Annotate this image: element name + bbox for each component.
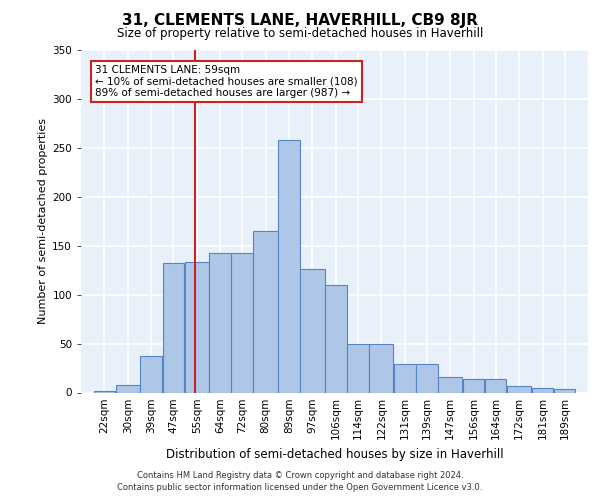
X-axis label: Distribution of semi-detached houses by size in Haverhill: Distribution of semi-detached houses by … xyxy=(166,448,503,461)
Bar xyxy=(140,356,162,392)
Text: Contains HM Land Registry data © Crown copyright and database right 2024.
Contai: Contains HM Land Registry data © Crown c… xyxy=(118,471,482,492)
Bar xyxy=(253,231,278,392)
Text: 31, CLEMENTS LANE, HAVERHILL, CB9 8JR: 31, CLEMENTS LANE, HAVERHILL, CB9 8JR xyxy=(122,12,478,28)
Bar xyxy=(485,379,506,392)
Bar xyxy=(163,264,184,392)
Y-axis label: Number of semi-detached properties: Number of semi-detached properties xyxy=(38,118,48,324)
Bar xyxy=(325,285,347,393)
Bar xyxy=(347,344,369,392)
Bar xyxy=(369,344,394,392)
Bar xyxy=(185,262,209,392)
Bar xyxy=(301,269,325,392)
Bar xyxy=(416,364,437,392)
Bar xyxy=(209,252,231,392)
Bar xyxy=(463,379,484,392)
Bar xyxy=(94,390,115,392)
Bar xyxy=(438,377,463,392)
Bar xyxy=(554,388,575,392)
Text: Size of property relative to semi-detached houses in Haverhill: Size of property relative to semi-detach… xyxy=(117,28,483,40)
Bar xyxy=(507,386,531,392)
Text: 31 CLEMENTS LANE: 59sqm
← 10% of semi-detached houses are smaller (108)
89% of s: 31 CLEMENTS LANE: 59sqm ← 10% of semi-de… xyxy=(95,64,358,98)
Bar xyxy=(394,364,416,392)
Bar xyxy=(116,384,140,392)
Bar xyxy=(232,252,253,392)
Bar xyxy=(278,140,300,392)
Bar xyxy=(532,388,553,392)
